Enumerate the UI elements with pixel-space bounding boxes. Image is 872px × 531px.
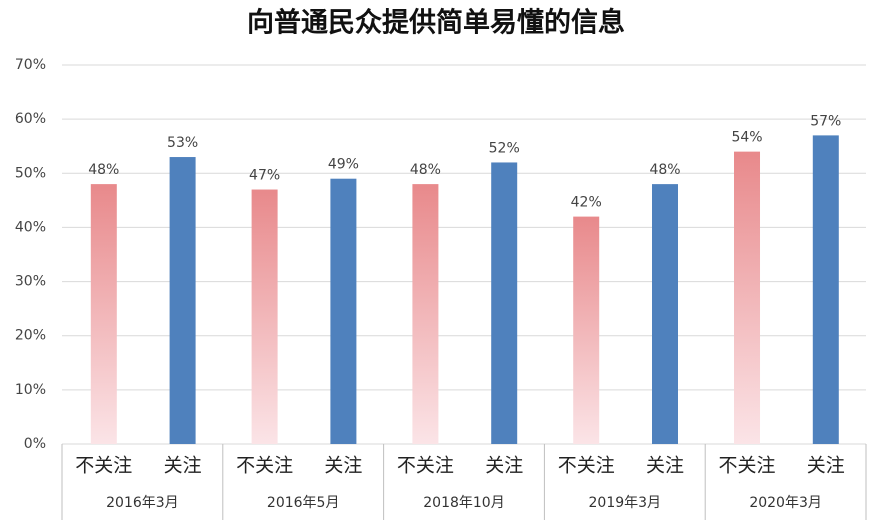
bar <box>169 157 196 445</box>
data-label: 48% <box>410 162 441 178</box>
x-sub-label: 不关注 <box>397 455 454 477</box>
bar <box>491 162 518 444</box>
y-tick-label: 60% <box>15 111 46 127</box>
x-sub-label: 不关注 <box>558 455 615 477</box>
y-tick-label: 10% <box>15 382 46 398</box>
data-label: 48% <box>649 162 680 178</box>
x-category-label: 2019年3月 <box>589 495 662 511</box>
x-category-label: 2016年3月 <box>106 495 179 511</box>
data-label: 42% <box>571 195 602 211</box>
x-category-label: 2018年10月 <box>423 495 504 511</box>
y-tick-label: 50% <box>15 165 46 181</box>
bar <box>652 184 678 444</box>
chart-title: 向普通民众提供简单易懂的信息 <box>247 7 625 39</box>
bar <box>812 135 839 444</box>
data-label: 53% <box>167 135 198 151</box>
bar <box>251 189 278 444</box>
bar <box>573 216 600 444</box>
y-tick-label: 40% <box>15 219 46 235</box>
x-sub-label: 关注 <box>485 455 523 477</box>
data-label: 52% <box>489 140 520 156</box>
data-label: 54% <box>731 130 762 146</box>
bar <box>412 184 439 444</box>
x-sub-label: 关注 <box>646 455 684 477</box>
bar <box>90 184 117 444</box>
x-sub-label: 不关注 <box>236 455 293 477</box>
x-category-label: 2016年5月 <box>267 495 340 511</box>
x-sub-label: 关注 <box>324 455 362 477</box>
y-tick-label: 70% <box>15 57 46 73</box>
data-label: 57% <box>810 113 841 129</box>
data-label: 49% <box>328 157 359 173</box>
x-sub-label: 不关注 <box>719 455 776 477</box>
data-label: 48% <box>88 162 119 178</box>
x-sub-label: 关注 <box>807 455 845 477</box>
y-tick-label: 20% <box>15 328 46 344</box>
bar <box>734 151 761 444</box>
x-category-label: 2020年3月 <box>749 495 822 511</box>
bar <box>330 178 357 444</box>
y-tick-label: 0% <box>24 436 46 452</box>
x-sub-label: 关注 <box>164 455 202 477</box>
x-sub-label: 不关注 <box>75 455 132 477</box>
y-tick-label: 30% <box>15 274 46 290</box>
data-label: 47% <box>249 168 280 184</box>
